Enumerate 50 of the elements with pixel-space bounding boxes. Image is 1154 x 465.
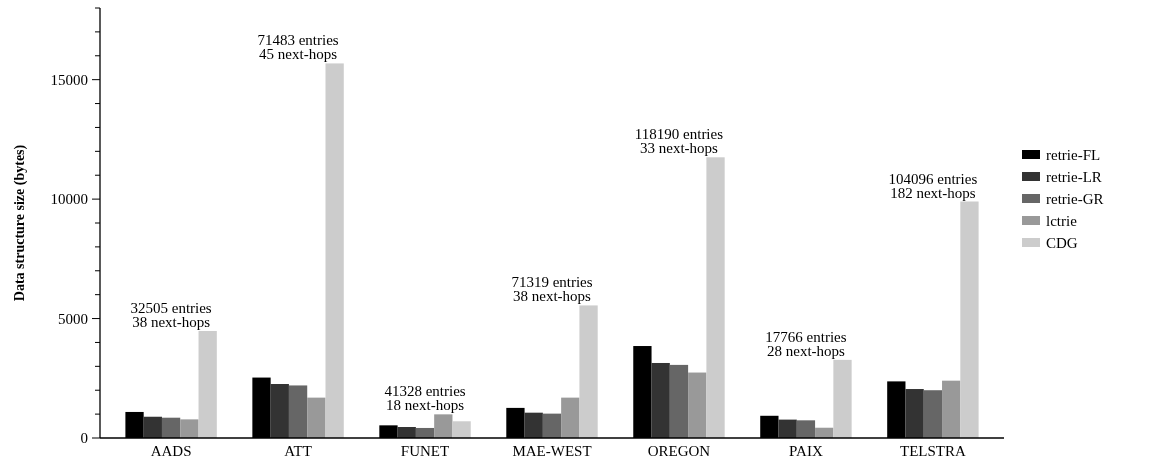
y-tick-label: 5000 (58, 310, 88, 327)
bar (524, 412, 543, 438)
legend-label: CDG (1046, 235, 1078, 252)
y-axis-title: Data structure size (bytes) (12, 144, 28, 302)
bar (288, 385, 308, 438)
x-tick-label: TELSTRA (899, 443, 966, 459)
bar (561, 397, 580, 438)
y-tick-label: 10000 (50, 191, 88, 208)
bar (651, 362, 670, 438)
bar (833, 359, 852, 438)
x-tick-label: FUNET (400, 443, 450, 459)
bar (579, 305, 598, 438)
bar (942, 380, 961, 438)
annotation: 104096 entries 182 next-hops (888, 170, 978, 201)
x-tick-label: ATT (284, 443, 312, 459)
bar (270, 384, 289, 438)
bar (923, 390, 943, 438)
bar (688, 372, 707, 438)
x-tick-label: AADS (150, 443, 192, 459)
x-tick-label: OREGON (647, 443, 711, 459)
x-tick-label: MAE-WEST (512, 443, 592, 459)
x-tick-label: PAIX (789, 443, 823, 459)
bar (161, 417, 181, 438)
bar (778, 419, 797, 438)
bar (905, 389, 924, 438)
bar (397, 427, 416, 438)
bar (325, 63, 344, 438)
legend-label: retrie-FL (1046, 147, 1101, 164)
annotation: 17766 entries 28 next-hops (765, 328, 847, 359)
bar (796, 420, 816, 438)
y-tick-label: 15000 (50, 71, 88, 88)
bar (180, 419, 199, 438)
bar (143, 416, 162, 438)
y-tick-label: 0 (80, 430, 88, 447)
bar (434, 414, 453, 438)
bar (452, 421, 471, 438)
legend-label: retrie-GR (1046, 191, 1104, 208)
bar (198, 330, 217, 438)
annotation: 32505 entries 38 next-hops (130, 299, 212, 330)
annotation: 71483 entries 45 next-hops (257, 32, 339, 63)
bar (542, 413, 562, 438)
legend-label: lctrie (1046, 213, 1078, 230)
bar (669, 364, 689, 438)
annotation: 71319 entries 38 next-hops (511, 274, 593, 305)
bar (307, 397, 326, 438)
bar (706, 157, 725, 438)
annotation: 118190 entries 33 next-hops (634, 126, 724, 157)
bar (960, 201, 979, 438)
annotation: 41328 entries 18 next-hops (384, 383, 466, 414)
legend-label: retrie-LR (1046, 169, 1102, 186)
